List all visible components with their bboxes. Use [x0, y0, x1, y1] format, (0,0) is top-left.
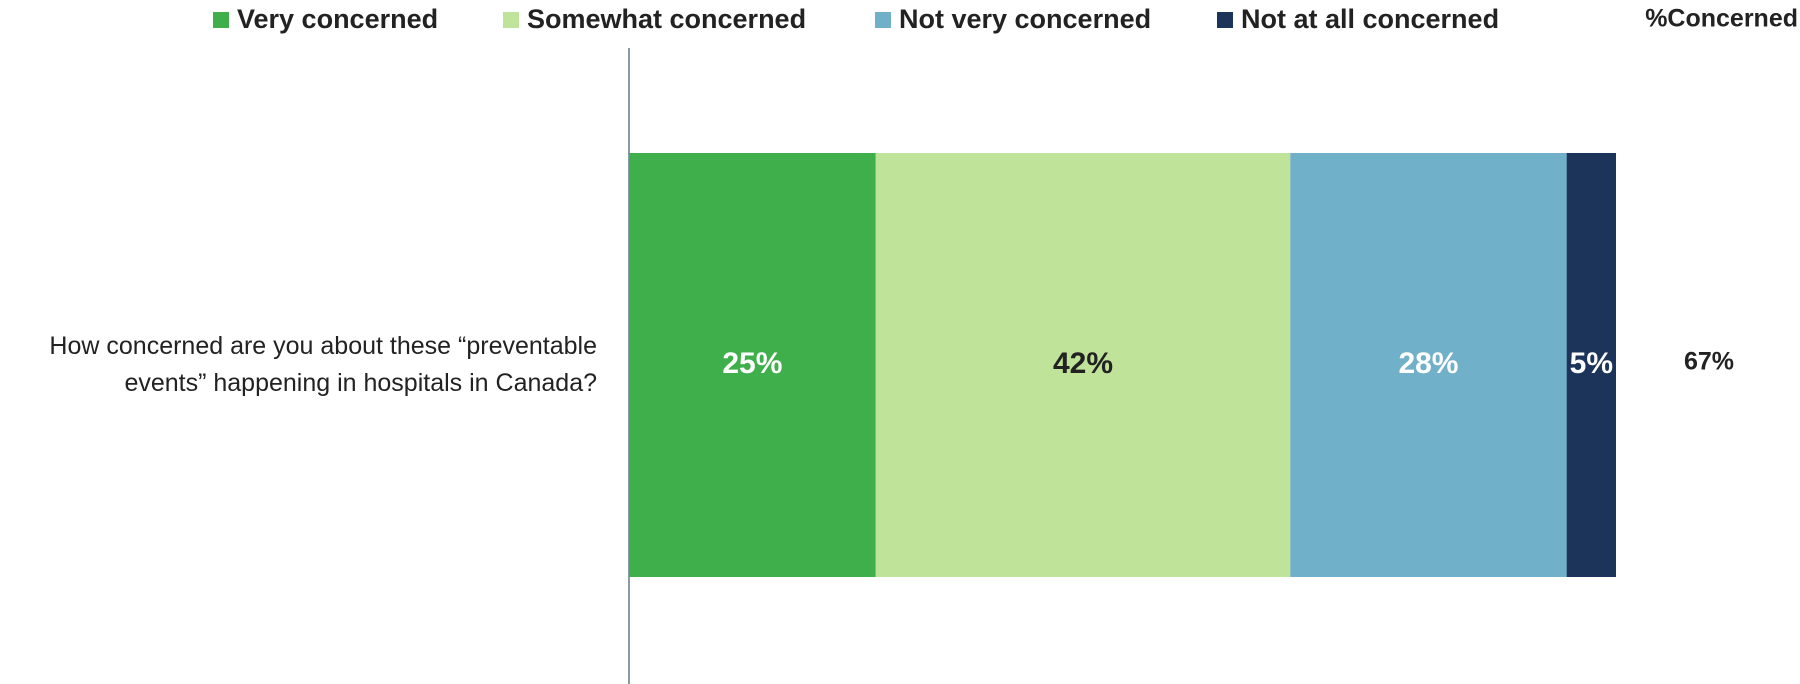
bar-segment [1566, 153, 1616, 577]
bar-segment [1290, 153, 1567, 577]
bar-segment [875, 153, 1291, 577]
legend-label: Not at all concerned [1241, 4, 1499, 34]
legend-label: Very concerned [237, 4, 438, 34]
value-label: 28% [1398, 347, 1458, 380]
legend-label: Somewhat concerned [527, 4, 806, 34]
summary-value: 67% [1684, 348, 1734, 376]
legend-swatch [503, 12, 519, 28]
legend-swatch [1217, 12, 1233, 28]
value-label: 42% [1053, 347, 1113, 380]
legend-swatch [213, 12, 229, 28]
summary-title: %Concerned [1645, 5, 1798, 33]
bar-segment [629, 153, 876, 577]
legend-swatch [875, 12, 891, 28]
value-label: 25% [722, 347, 782, 380]
legend-label: Not very concerned [899, 4, 1151, 34]
value-label: 5% [1570, 347, 1613, 380]
category-label: How concerned are you about these “preve… [49, 332, 597, 397]
